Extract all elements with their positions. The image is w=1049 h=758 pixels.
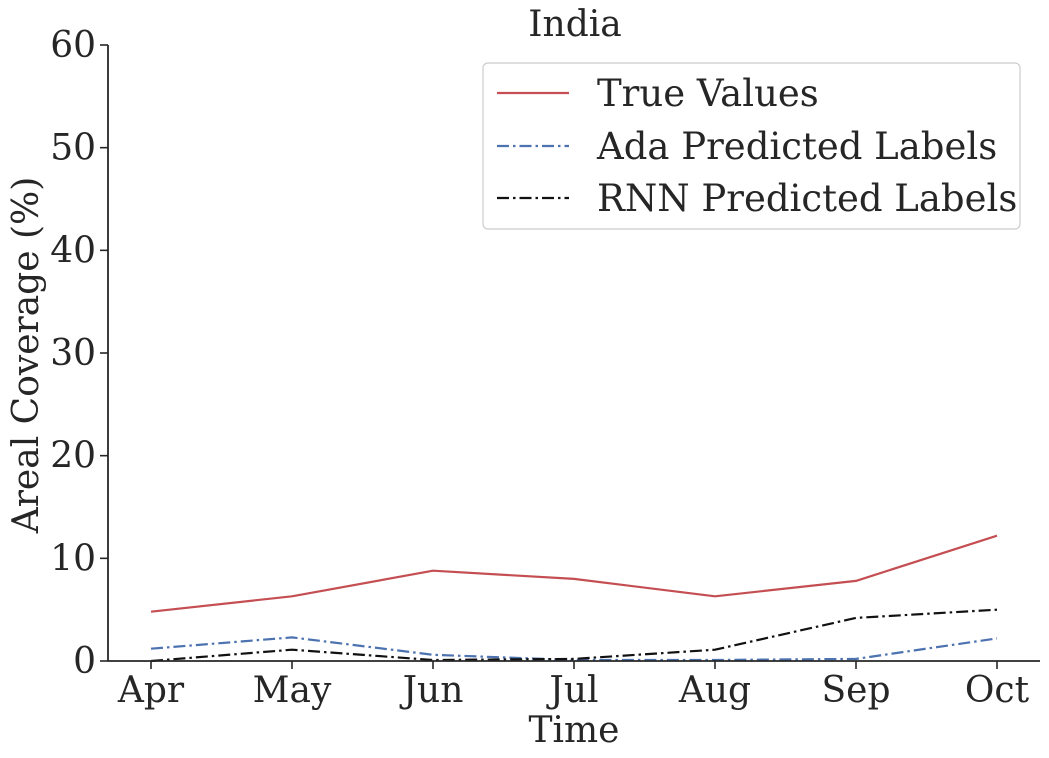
y-tick-label: 10 <box>50 538 96 579</box>
x-tick-label: Jun <box>399 670 464 711</box>
x-tick-label: Aug <box>678 670 751 711</box>
x-tick-label: Apr <box>117 670 185 711</box>
y-tick-label: 30 <box>50 333 96 374</box>
x-tick-label: Sep <box>821 670 890 711</box>
x-axis-label: Time <box>529 710 620 751</box>
y-axis-ticks: 0 10 20 30 40 50 60 <box>50 25 108 682</box>
x-tick-label: Oct <box>965 670 1030 711</box>
legend-label-0: True Values <box>597 72 819 115</box>
series-line-1 <box>150 636 998 662</box>
y-tick-label: 50 <box>50 128 96 169</box>
x-tick-label: May <box>253 670 332 711</box>
plot-area <box>150 534 998 663</box>
legend-label-2: RNN Predicted Labels <box>597 177 1017 220</box>
y-axis-label: Areal Coverage (%) <box>6 177 47 535</box>
legend-frame <box>482 62 1021 230</box>
legend: True Values Ada Predicted Labels RNN Predi… <box>482 62 1021 230</box>
series-line-2 <box>150 608 998 663</box>
y-tick-label: 20 <box>50 436 96 477</box>
y-tick-label: 0 <box>73 641 96 682</box>
y-tick-label: 60 <box>50 25 96 66</box>
x-tick-label: Jul <box>545 670 598 711</box>
legend-entries: True Values Ada Predicted Labels RNN Predi… <box>497 72 1017 220</box>
y-tick-label: 40 <box>50 230 96 271</box>
legend-label-1: Ada Predicted Labels <box>596 125 997 168</box>
chart-title: India <box>528 4 621 45</box>
x-axis-ticks: Apr May Jun Jul Aug Sep Oct <box>117 661 1030 711</box>
series-line-0 <box>150 534 998 613</box>
